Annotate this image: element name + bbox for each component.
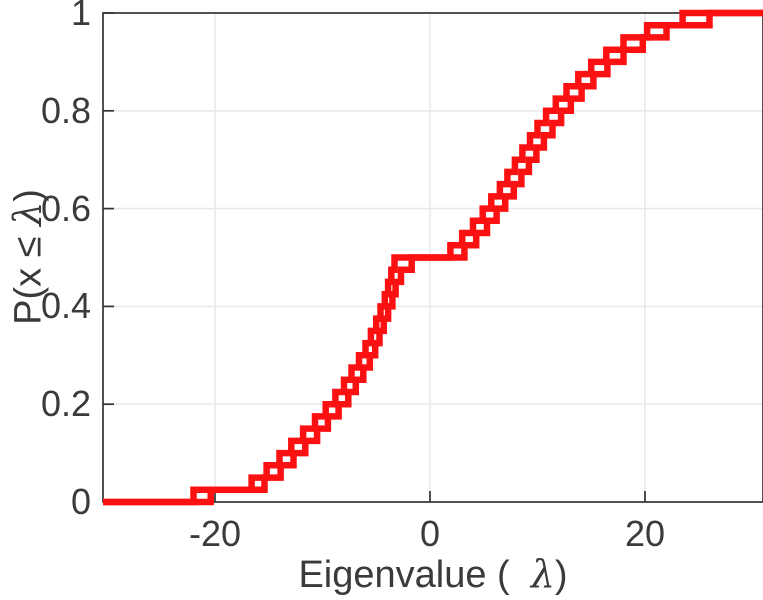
y-tick-label: 0.6: [40, 187, 91, 229]
y-tick-label: 0: [70, 481, 91, 522]
x-axis-label: Eigenvalue ( λ): [103, 554, 763, 595]
x-tick-label: 0: [419, 513, 440, 554]
cdf-step-curve-2: [103, 9, 763, 506]
axes-box: [102, 12, 763, 503]
x-axis-label-close: ): [554, 554, 568, 596]
y-tick-label: 1: [70, 0, 91, 33]
lambda-symbol: λ: [530, 552, 555, 596]
x-tick-label: 20: [624, 513, 665, 554]
y-tick-label: 0.8: [40, 89, 91, 131]
x-tick-label: -20: [188, 513, 242, 554]
x-axis-label-text: Eigenvalue (: [298, 554, 531, 596]
y-tick-label: 0.2: [40, 383, 91, 425]
y-tick-label: 0.4: [40, 285, 91, 327]
